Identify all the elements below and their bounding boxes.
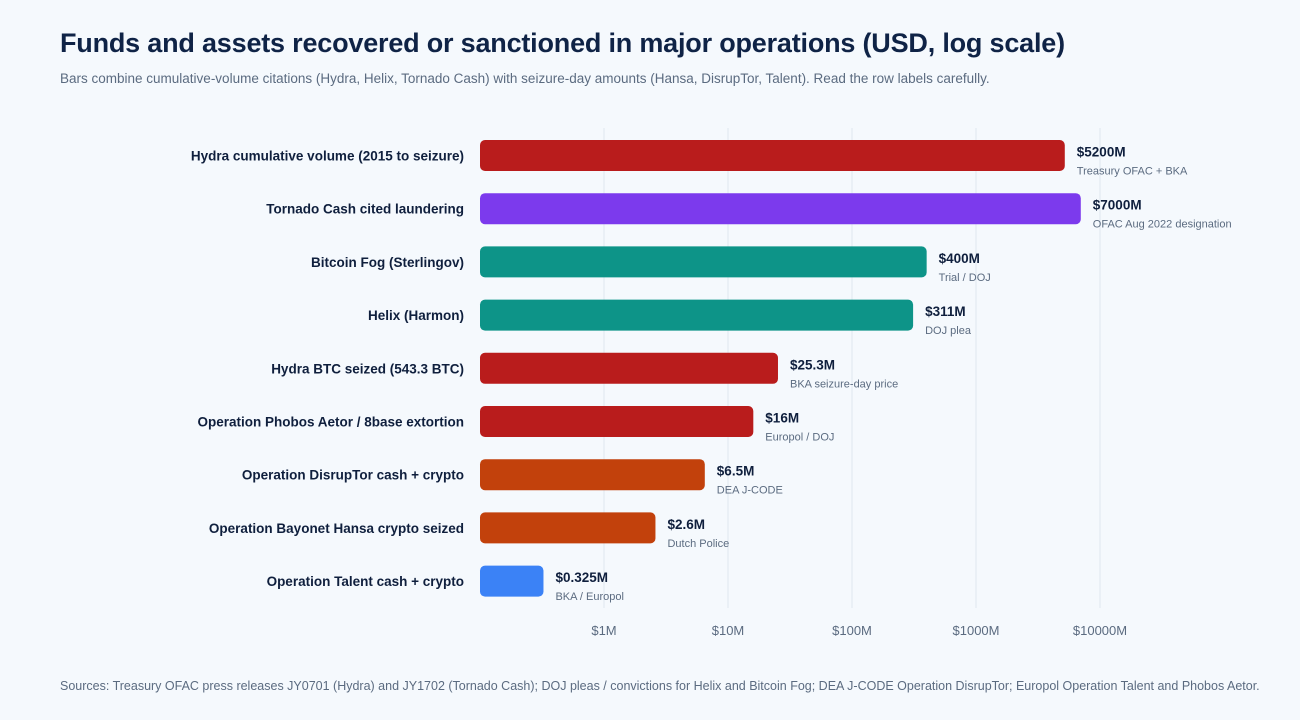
x-tick-label: $10M	[712, 623, 745, 638]
row-label: Operation Phobos Aetor / 8base extortion	[197, 415, 464, 430]
bar-source-label: OFAC Aug 2022 designation	[1093, 219, 1232, 231]
bar-value-label: $5200M	[1077, 145, 1126, 160]
bar-source-label: Treasury OFAC + BKA	[1077, 166, 1188, 178]
row-label: Bitcoin Fog (Sterlingov)	[311, 255, 464, 270]
bar-source-label: DEA J-CODE	[717, 485, 783, 497]
bar	[480, 512, 656, 544]
bar-value-label: $6.5M	[717, 464, 755, 479]
bar	[480, 246, 927, 278]
row-label: Hydra BTC seized (543.3 BTC)	[271, 361, 464, 376]
row-label: Hydra cumulative volume (2015 to seizure…	[191, 149, 464, 164]
bar-value-label: $16M	[765, 411, 799, 426]
bar-value-label: $2.6M	[667, 517, 705, 532]
bar-source-label: Europol / DOJ	[765, 432, 834, 444]
row-label: Helix (Harmon)	[368, 308, 464, 323]
sources-footer: Sources: Treasury OFAC press releases JY…	[60, 679, 1260, 693]
chart-subtitle: Bars combine cumulative-volume citations…	[60, 71, 990, 86]
bar	[480, 459, 705, 491]
row-label: Operation DisrupTor cash + crypto	[242, 468, 464, 483]
bar	[480, 352, 778, 384]
bar-value-label: $7000M	[1093, 198, 1142, 213]
x-tick-label: $10000M	[1073, 623, 1127, 638]
x-tick-label: $100M	[832, 623, 872, 638]
row-label: Operation Bayonet Hansa crypto seized	[209, 521, 464, 536]
bar-source-label: BKA / Europol	[555, 591, 624, 603]
bar-source-label: Dutch Police	[667, 538, 729, 550]
bar	[480, 299, 914, 331]
bar-value-label: $311M	[925, 304, 966, 319]
x-tick-label: $1000M	[953, 623, 1000, 638]
bar-source-label: DOJ plea	[925, 325, 972, 337]
bar	[480, 193, 1081, 225]
bar-source-label: Trial / DOJ	[939, 272, 991, 284]
bar	[480, 406, 754, 437]
row-label: Tornado Cash cited laundering	[266, 202, 464, 217]
chart-title: Funds and assets recovered or sanctioned…	[60, 28, 1065, 58]
bar-value-label: $400M	[939, 251, 980, 266]
row-label: Operation Talent cash + crypto	[267, 574, 464, 589]
bar-value-label: $25.3M	[790, 357, 835, 372]
bar	[480, 565, 544, 597]
bar-value-label: $0.325M	[555, 570, 608, 585]
bar-source-label: BKA seizure-day price	[790, 378, 898, 390]
bar	[480, 140, 1065, 171]
x-tick-label: $1M	[591, 623, 616, 638]
